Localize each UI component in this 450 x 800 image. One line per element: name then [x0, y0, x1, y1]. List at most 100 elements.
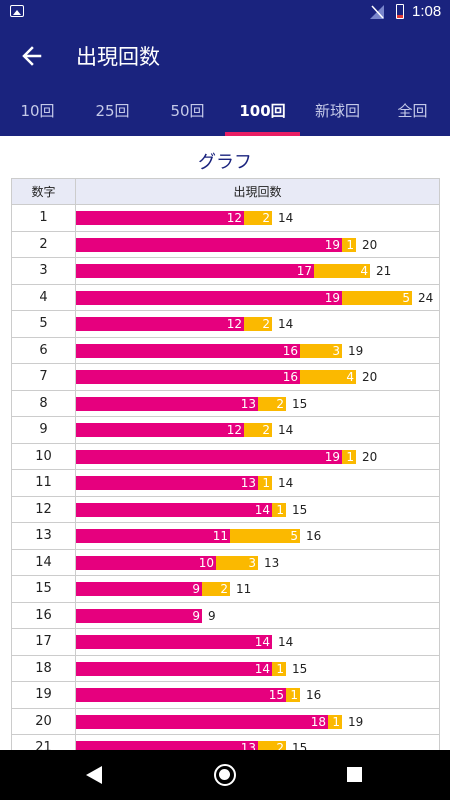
row-bar-cell: 14 1 15: [75, 654, 440, 682]
stacked-bar: 10 3 13: [76, 555, 280, 570]
pink-segment: 12: [76, 211, 244, 225]
table-row: 1 12 2 14: [11, 204, 440, 232]
content-area[interactable]: グラフ 数字 出現回数 1 12 2 14 2 19 1 20 3 17 4 21 4 19 5 24 5 12 2…: [0, 136, 450, 750]
tab-25[interactable]: 25回: [95, 102, 130, 120]
image-notification-icon: [10, 5, 24, 17]
total-label: 16: [306, 529, 322, 543]
total-label: 11: [236, 582, 252, 596]
tab-all[interactable]: 全回: [397, 102, 428, 120]
stacked-bar: 13 2 15: [76, 741, 307, 750]
header-number: 数字: [11, 178, 76, 205]
tab-50[interactable]: 50回: [170, 102, 205, 120]
row-bar-cell: 10 3 13: [75, 548, 440, 576]
table-row: 4 19 5 24: [11, 283, 440, 311]
total-label: 20: [362, 237, 378, 252]
table-row: 11 13 1 14: [11, 469, 440, 497]
tab-bar: 10回 25回 50回 100回 新球回 全回: [0, 88, 450, 136]
graph-heading: グラフ: [198, 152, 252, 173]
row-bar-cell: 19 5 24: [75, 283, 440, 311]
table-row: 17 14 14: [11, 628, 440, 656]
yellow-segment: 1: [328, 714, 342, 729]
pink-segment: 16: [76, 370, 300, 384]
total-label: 16: [306, 688, 322, 702]
total-label: 14: [278, 211, 294, 225]
row-bar-cell: 9 2 11: [75, 575, 440, 603]
total-label: 15: [292, 502, 308, 517]
stacked-bar: 13 1 14: [76, 476, 293, 490]
total-label: 13: [264, 555, 280, 570]
row-bar-cell: 14 14: [75, 628, 440, 656]
total-label: 15: [292, 741, 308, 750]
total-label: 15: [292, 396, 308, 411]
back-arrow-icon[interactable]: [14, 38, 50, 74]
header-count: 出現回数: [75, 178, 440, 205]
row-bar-cell: 12 2 14: [75, 204, 440, 232]
row-number: 3: [11, 257, 76, 285]
table-row: 14 10 3 13: [11, 548, 440, 576]
row-bar-cell: 13 2 15: [75, 389, 440, 417]
pink-segment: 15: [76, 688, 286, 702]
total-label: 14: [278, 635, 294, 649]
pink-segment: 17: [76, 264, 314, 278]
row-number: 10: [11, 442, 76, 470]
row-bar-cell: 11 5 16: [75, 522, 440, 550]
yellow-segment: 2: [244, 211, 272, 225]
row-bar-cell: 19 1 20: [75, 230, 440, 258]
pink-segment: 10: [76, 555, 216, 570]
stacked-bar: 19 1 20: [76, 449, 377, 464]
yellow-segment: 4: [314, 264, 370, 278]
nav-back-icon[interactable]: [86, 766, 102, 784]
pink-segment: 13: [76, 396, 258, 411]
yellow-segment: 1: [342, 449, 356, 464]
stacked-bar: 12 2 14: [76, 211, 293, 225]
battery-icon: [396, 4, 404, 19]
table-row: 2 19 1 20: [11, 230, 440, 258]
table-row: 15 9 2 11: [11, 575, 440, 603]
stacked-bar: 14 14: [76, 635, 293, 649]
pink-segment: 19: [76, 237, 342, 252]
tab-10[interactable]: 10回: [20, 102, 55, 120]
stacked-bar: 12 2 14: [76, 423, 293, 437]
row-number: 13: [11, 522, 76, 550]
row-number: 5: [11, 310, 76, 338]
yellow-segment: 2: [258, 396, 286, 411]
yellow-segment: 2: [244, 317, 272, 331]
table-row: 7 16 4 20: [11, 363, 440, 391]
stacked-bar: 19 1 20: [76, 237, 378, 252]
yellow-segment: 1: [258, 476, 272, 490]
frequency-table: 数字 出現回数 1 12 2 14 2 19 1 20 3 17 4 21 4 19 5 24 5 12 2 14 6 1…: [11, 178, 440, 750]
stacked-bar: 11 5 16: [76, 529, 321, 543]
row-number: 15: [11, 575, 76, 603]
total-label: 20: [362, 370, 378, 384]
row-bar-cell: 12 2 14: [75, 416, 440, 444]
yellow-segment: 1: [272, 502, 286, 517]
tab-100[interactable]: 100回: [225, 88, 300, 136]
row-bar-cell: 14 1 15: [75, 495, 440, 523]
yellow-segment: 3: [216, 555, 258, 570]
table-row: 21 13 2 15: [11, 734, 440, 750]
row-number: 17: [11, 628, 76, 656]
table-header-row: 数字 出現回数: [11, 178, 440, 205]
stacked-bar: 18 1 19: [76, 714, 363, 729]
row-number: 6: [11, 336, 76, 364]
row-number: 12: [11, 495, 76, 523]
nav-home-icon[interactable]: [214, 764, 236, 786]
row-number: 18: [11, 654, 76, 682]
row-number: 4: [11, 283, 76, 311]
row-number: 7: [11, 363, 76, 391]
stacked-bar: 9 2 11: [76, 582, 251, 596]
pink-segment: 12: [76, 423, 244, 437]
pink-segment: 19: [76, 449, 342, 464]
yellow-segment: 2: [258, 741, 286, 750]
row-number: 14: [11, 548, 76, 576]
status-bar: 1:08: [0, 0, 450, 24]
table-row: 6 16 3 19: [11, 336, 440, 364]
pink-segment: 19: [76, 290, 342, 305]
yellow-segment: 1: [342, 237, 356, 252]
row-number: 11: [11, 469, 76, 497]
tab-new-ball[interactable]: 新球回: [314, 102, 360, 120]
nav-recents-icon[interactable]: [347, 767, 362, 782]
row-bar-cell: 17 4 21: [75, 257, 440, 285]
table-row: 10 19 1 20: [11, 442, 440, 470]
